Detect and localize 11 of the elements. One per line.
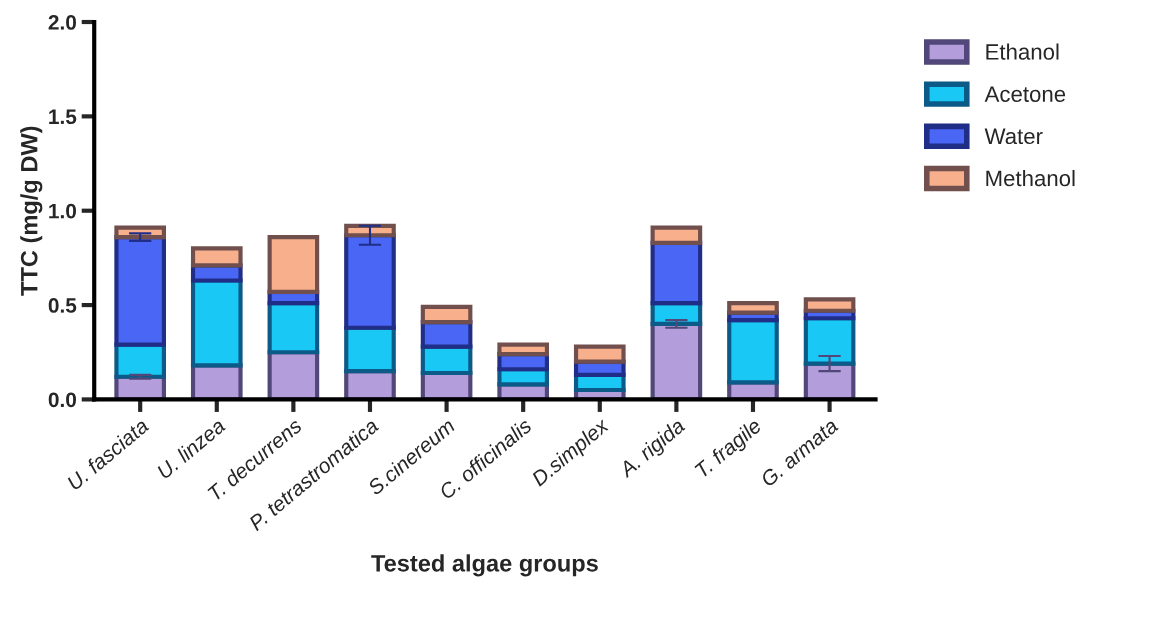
x-axis-title: Tested algae groups bbox=[371, 554, 598, 577]
legend-label: Methanol bbox=[986, 169, 1075, 187]
y-tick-label: 0.5 bbox=[48, 298, 77, 313]
y-tick-label: 1.5 bbox=[49, 109, 77, 125]
y-axis-title: TTC (mg/g DW) bbox=[20, 126, 43, 296]
legend-label: Water bbox=[984, 128, 1043, 145]
y-tick-label: 1.0 bbox=[49, 203, 77, 219]
legend-label: Acetone bbox=[984, 86, 1066, 102]
legend-label: Ethanol bbox=[986, 43, 1059, 60]
y-tick-label: 2.0 bbox=[48, 15, 77, 30]
y-tick-label: 0.0 bbox=[48, 392, 77, 408]
